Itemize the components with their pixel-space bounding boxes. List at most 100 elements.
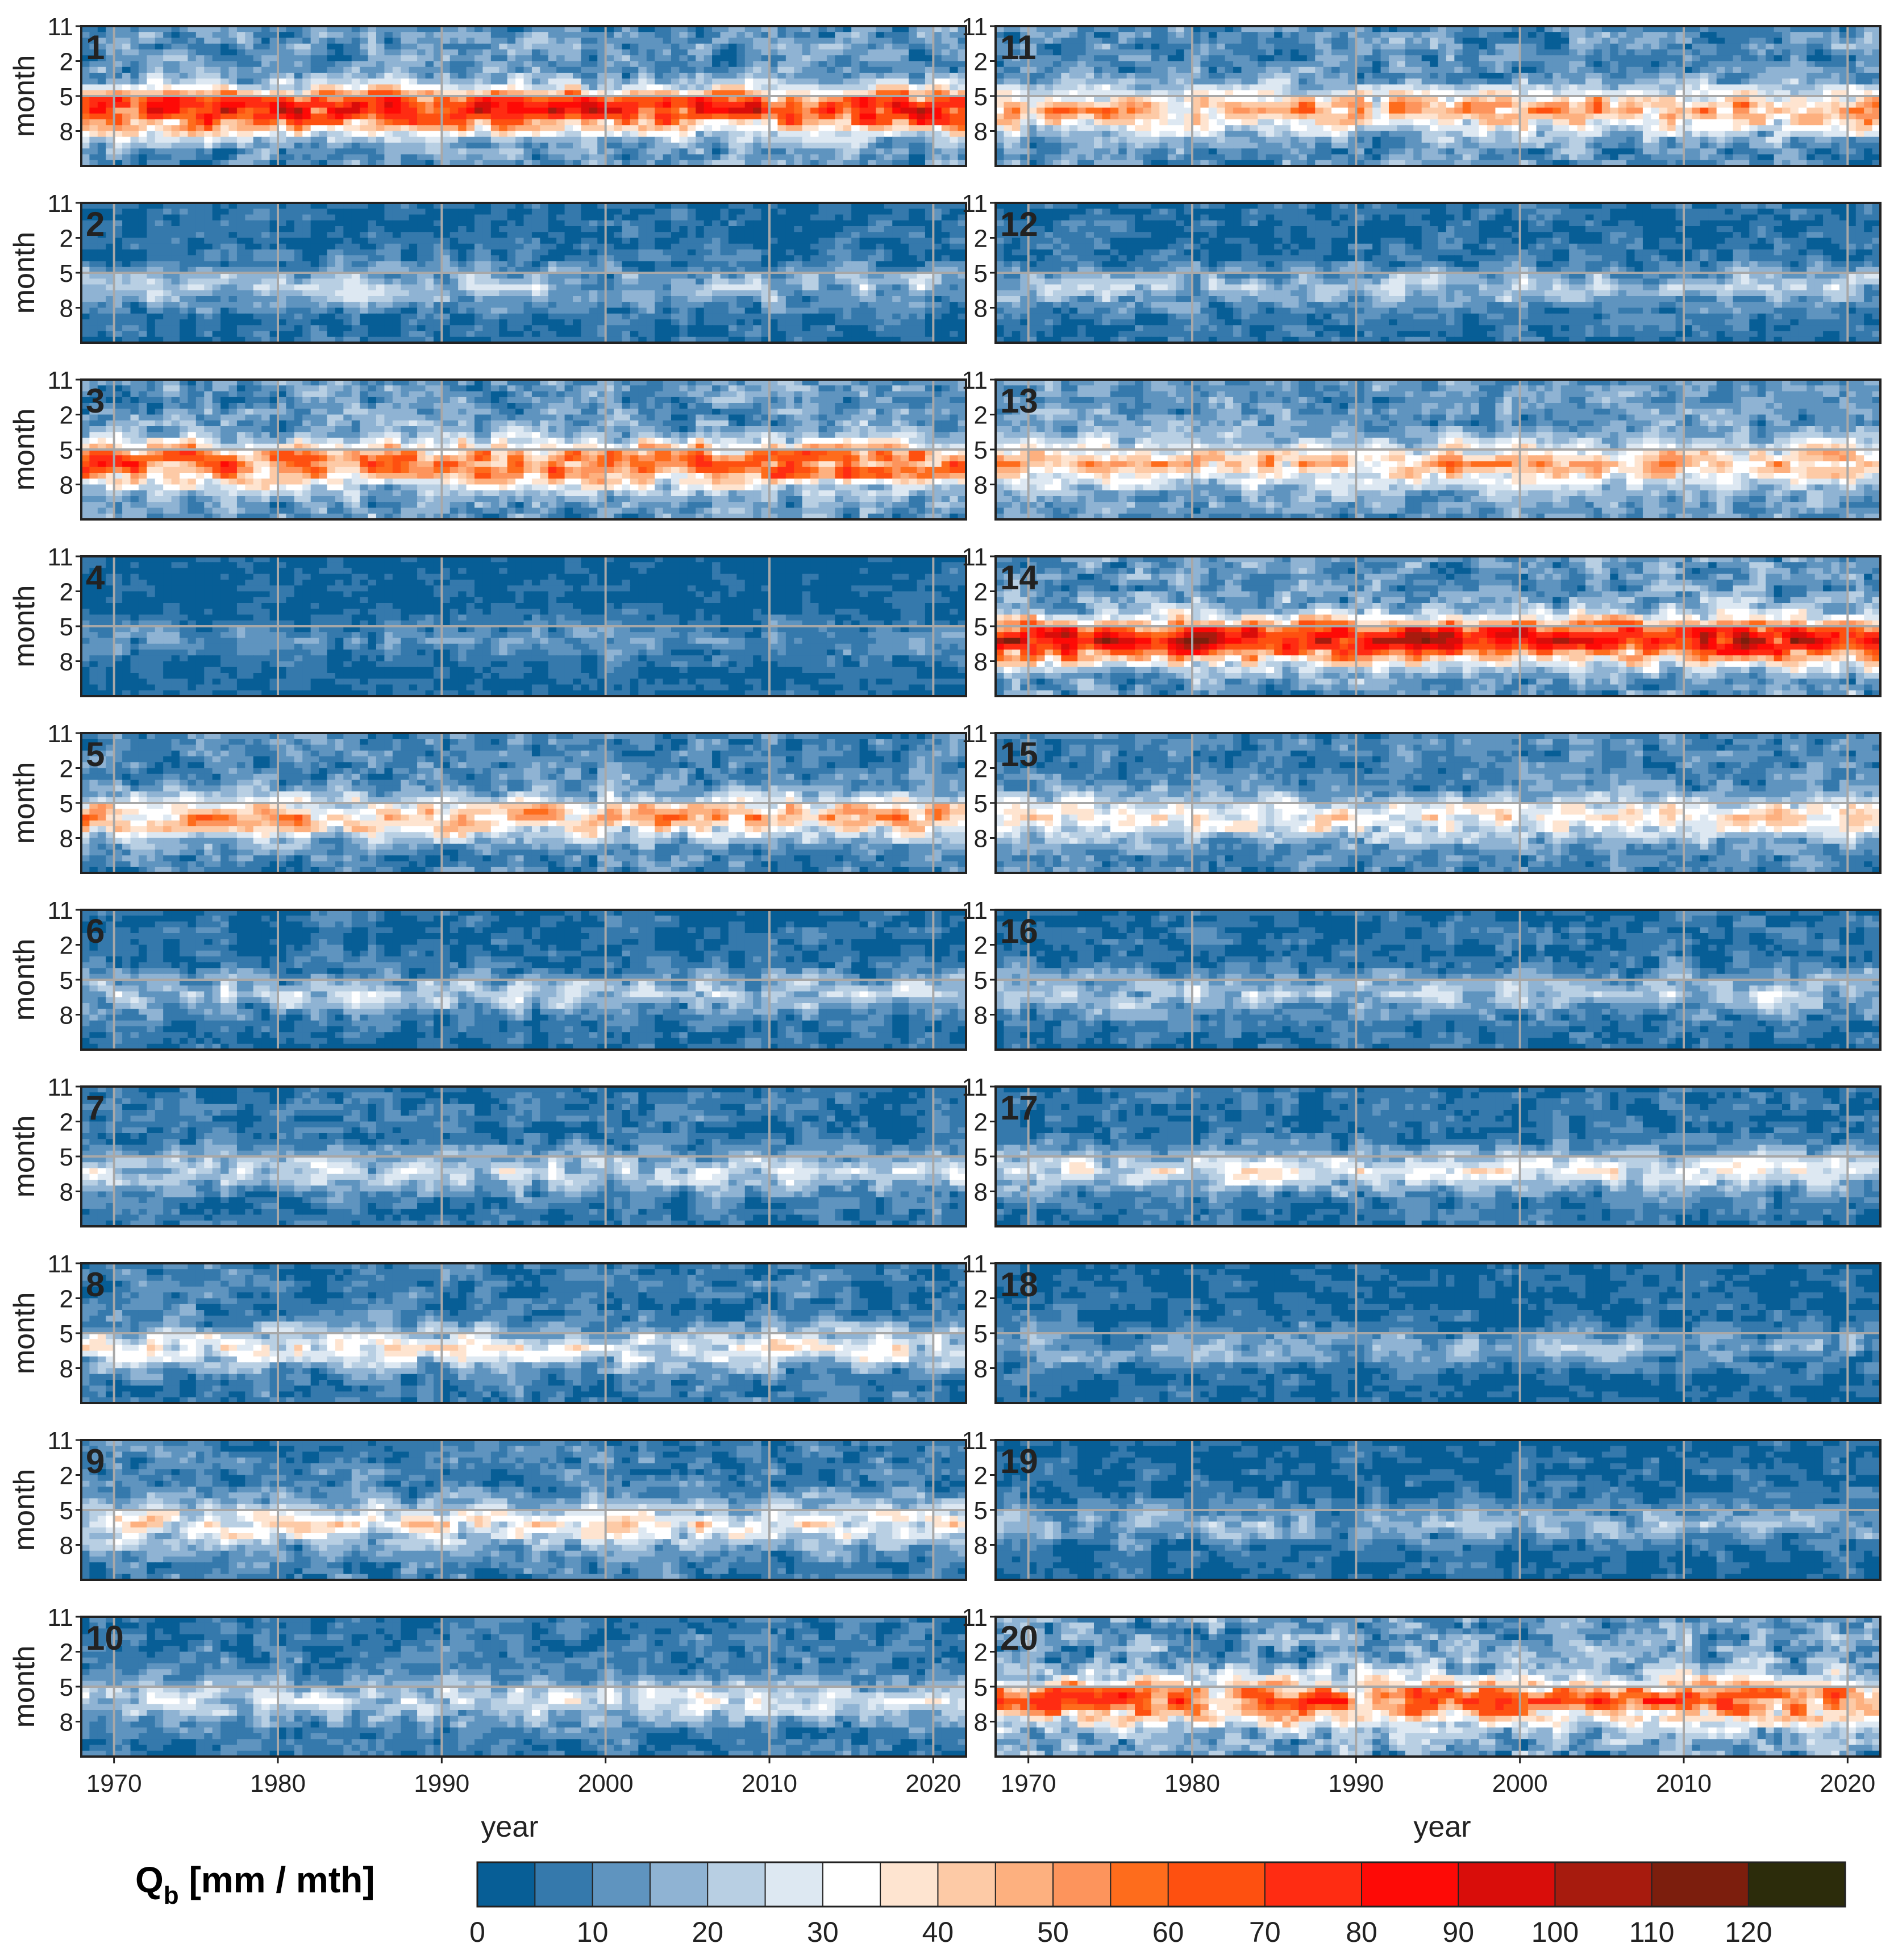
heatmap-cell: [736, 154, 746, 161]
heatmap-cell: [868, 278, 877, 285]
heatmap-cell: [392, 148, 402, 155]
heatmap-cell: [761, 84, 770, 91]
heatmap-cell: [180, 313, 189, 320]
heatmap-cell: [900, 136, 909, 143]
heatmap-cell: [933, 278, 942, 285]
heatmap-cell: [89, 319, 98, 326]
heatmap-cell: [663, 232, 672, 239]
heatmap-cell: [941, 107, 950, 114]
heatmap-cell: [777, 296, 786, 303]
heatmap-cell: [950, 136, 959, 143]
heatmap-cell: [589, 249, 598, 256]
heatmap-cell: [294, 143, 303, 149]
heatmap-cell: [515, 278, 525, 285]
heatmap-cell: [319, 296, 328, 303]
heatmap-cell: [327, 232, 336, 239]
heatmap-cell: [335, 313, 344, 320]
heatmap-cell: [163, 319, 172, 326]
heatmap-cell: [490, 249, 500, 256]
heatmap-cell: [319, 136, 328, 143]
heatmap-cell: [679, 249, 688, 256]
heatmap-cell: [310, 290, 319, 297]
heatmap-cell: [319, 102, 328, 109]
heatmap-cell: [392, 38, 402, 44]
heatmap-cell: [147, 302, 156, 309]
heatmap-cell: [171, 96, 180, 103]
heatmap-cell: [188, 261, 197, 268]
heatmap-cell: [171, 255, 180, 262]
heatmap-cell: [425, 220, 434, 227]
heatmap-cell: [868, 220, 877, 227]
heatmap-cell: [753, 38, 762, 44]
heatmap-cell: [97, 243, 107, 250]
heatmap-cell: [449, 249, 459, 256]
heatmap-cell: [458, 154, 467, 161]
heatmap-cell: [917, 49, 926, 56]
heatmap-cell: [261, 261, 270, 268]
heatmap-cell: [826, 107, 836, 114]
heatmap-cell: [130, 302, 139, 309]
heatmap-cell: [859, 302, 868, 309]
heatmap-cell: [892, 102, 901, 109]
heatmap-cell: [548, 102, 557, 109]
heatmap-cell: [614, 203, 623, 210]
heatmap-cell: [499, 319, 508, 326]
heatmap-cell: [188, 255, 197, 262]
heatmap-cell: [663, 43, 672, 50]
heatmap-cell: [433, 238, 443, 244]
heatmap-cell: [499, 102, 508, 109]
heatmap-cell: [728, 325, 738, 332]
heatmap-cell: [679, 313, 688, 320]
heatmap-cell: [433, 49, 443, 56]
heatmap-cell: [384, 296, 393, 303]
heatmap-cell: [319, 154, 328, 161]
heatmap-cell: [909, 273, 918, 280]
heatmap-cell: [449, 43, 459, 50]
heatmap-cell: [859, 290, 868, 297]
heatmap-cell: [482, 73, 492, 80]
heatmap-cell: [319, 325, 328, 332]
heatmap-cell: [335, 102, 344, 109]
heatmap-cell: [204, 261, 213, 268]
heatmap-cell: [245, 261, 254, 268]
heatmap-cell: [163, 284, 172, 291]
heatmap-cell: [195, 143, 205, 149]
heatmap-cell: [859, 143, 868, 149]
heatmap-cell: [195, 55, 205, 62]
heatmap-cell: [794, 313, 803, 320]
y-tick-label: 2: [60, 48, 73, 76]
heatmap-cell: [630, 243, 639, 250]
heatmap-cell: [556, 267, 565, 273]
heatmap-cell: [573, 284, 582, 291]
heatmap-cell: [909, 136, 918, 143]
heatmap-cell: [376, 38, 385, 44]
heatmap-cell: [376, 273, 385, 280]
heatmap-cell: [630, 84, 639, 91]
heatmap-cell: [97, 102, 107, 109]
heatmap-cell: [106, 255, 115, 262]
heatmap-cell: [114, 43, 123, 50]
heatmap-cell: [376, 113, 385, 120]
heatmap-cell: [204, 267, 213, 273]
heatmap-cell: [802, 296, 811, 303]
heatmap-cell: [360, 325, 369, 332]
heatmap-cell: [409, 26, 418, 33]
heatmap-cell: [761, 261, 770, 268]
heatmap-cell: [663, 131, 672, 138]
heatmap-cell: [900, 238, 909, 244]
heatmap-cell: [761, 302, 770, 309]
heatmap-cell: [589, 273, 598, 280]
heatmap-cell: [458, 136, 467, 143]
heatmap-cell: [892, 232, 901, 239]
heatmap-cell: [769, 203, 779, 210]
heatmap-cell: [531, 148, 541, 155]
heatmap-cell: [548, 203, 557, 210]
heatmap-cell: [933, 154, 942, 161]
heatmap-cell: [310, 119, 319, 126]
heatmap-cell: [868, 131, 877, 138]
heatmap-cell: [188, 209, 197, 215]
heatmap-cell: [540, 90, 549, 97]
heatmap-cell: [744, 148, 754, 155]
heatmap-cell: [335, 238, 344, 244]
heatmap-cell: [712, 302, 721, 309]
